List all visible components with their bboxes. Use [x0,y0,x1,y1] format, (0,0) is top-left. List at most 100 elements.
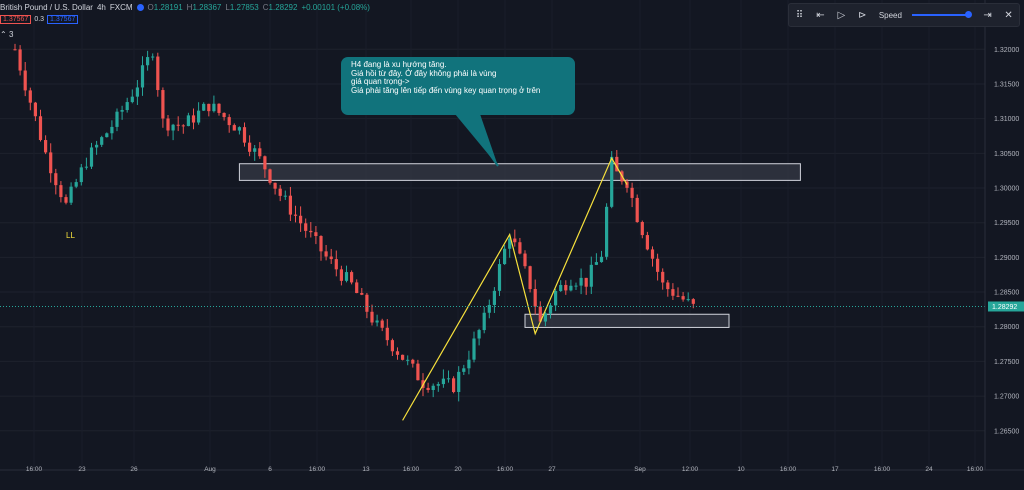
ll-marker: LL [66,231,75,240]
candle-body [625,181,629,188]
x-tick-label: 6 [268,466,272,473]
candle-body [548,305,553,314]
candle-body [467,359,471,369]
candle-body [462,368,466,372]
drag-handle-icon[interactable]: ⠿ [795,9,804,21]
sell-button[interactable]: 1.37567 [0,15,32,24]
candle-body [278,188,282,196]
y-tick-label: 1.30500 [994,151,1019,158]
candle-body [242,127,247,143]
select-bar-icon[interactable]: ⇤ [816,9,825,21]
speed-slider[interactable] [911,11,973,18]
candle-body [401,354,405,360]
callout-note[interactable]: H4 đang là xu hướng tăng. Giá hồi từ đây… [341,57,575,115]
candle-body [538,306,542,322]
x-tick-label: Sep [634,466,646,473]
open-label: O [147,2,154,12]
y-tick-label: 1.28500 [994,290,1019,297]
candle-body [503,248,507,265]
current-price-value: 1.28292 [992,304,1017,311]
candle-body [161,90,165,119]
candle-body [635,197,639,223]
collapse-toggle[interactable]: ⌃ 3 [0,30,13,39]
candle-body [370,311,374,323]
candle-body [84,166,88,168]
close-icon[interactable]: ✕ [1004,9,1013,21]
y-tick-label: 1.29000 [994,255,1019,262]
candle-body [146,57,150,66]
buy-button[interactable]: 1.37567 [47,15,79,24]
candle-body [258,148,262,157]
price-zones [238,163,801,328]
candle-body [89,147,94,167]
candle-body [299,215,303,224]
interval[interactable]: 4h [96,2,106,12]
speed-label: Speed [878,10,902,20]
step-forward-icon[interactable]: ⊳ [858,9,867,21]
candle-body [140,65,145,88]
candle-body [380,320,384,328]
candle-body [171,124,175,131]
zone-rectangle[interactable] [524,313,730,328]
close-label: C [262,2,269,12]
candle-body [64,197,68,203]
price-axis[interactable]: 1.32000 1.31500 1.31000 1.30500 1.30000 1.295… [984,0,1024,490]
candle-body [237,127,241,131]
candle-body [304,223,308,231]
candle-body [166,118,170,131]
play-icon[interactable]: ▷ [837,9,846,21]
candle-body [523,253,527,267]
zone-rectangle[interactable] [238,163,801,181]
candle-body [28,90,32,103]
chevron-up-icon: ⌃ [0,30,7,39]
candle-body [248,142,252,152]
candle-body [79,167,83,183]
candle-body [656,258,660,272]
speed-slider-knob[interactable] [965,11,973,18]
x-tick-label: 17 [831,466,839,473]
candle-body [130,96,134,103]
candle-body [395,351,400,355]
x-tick-label: 16:00 [26,466,43,473]
jump-to-realtime-icon[interactable]: ⇥ [983,9,992,21]
symbol-name[interactable]: British Pound / U.S. Dollar [0,2,93,12]
candle-body [497,264,502,291]
candle-body [564,284,568,291]
candle-body [217,103,221,113]
candle-body [605,206,609,257]
low-value: 1.27853 [229,2,259,12]
time-axis[interactable]: 16:00 23 26 Aug 6 16:00 13 16:00 20 16:00 27 Sep 12:… [0,466,1024,473]
candle-body [54,173,58,186]
x-tick-label: 16:00 [309,466,326,473]
y-tick-label: 1.31000 [994,116,1019,123]
candle-body [640,222,644,236]
candle-body [599,256,604,263]
candle-body [268,169,272,183]
candle-body [457,371,461,393]
candle-body [528,266,532,290]
replay-toolbar: ⠿ ⇤ ▷ ⊳ Speed ⇥ ✕ [788,3,1020,27]
swing-polyline[interactable] [402,156,628,421]
candle-body [283,195,287,197]
high-value: 1.28367 [192,2,222,12]
x-tick-label: 24 [925,466,933,473]
candle-body [482,312,486,331]
symbol-legend: British Pound / U.S. Dollar 4h FXCM O1.2… [0,0,370,14]
candle-body [533,289,537,307]
candle-body [645,235,649,250]
candle-body [186,115,190,127]
y-tick-label: 1.29500 [994,220,1019,227]
candle-body [207,103,211,112]
note-line-1: H4 đang là xu hướng tăng. [351,60,447,69]
candle-body [176,124,180,126]
callout-tail [455,114,498,166]
candle-body [202,103,206,111]
candle-body [59,185,63,198]
candle-body [44,140,48,153]
candle-body [309,230,313,233]
candle-body [329,256,333,260]
candle-body [365,294,369,312]
candle-body [686,299,690,301]
candle-body [288,195,292,215]
